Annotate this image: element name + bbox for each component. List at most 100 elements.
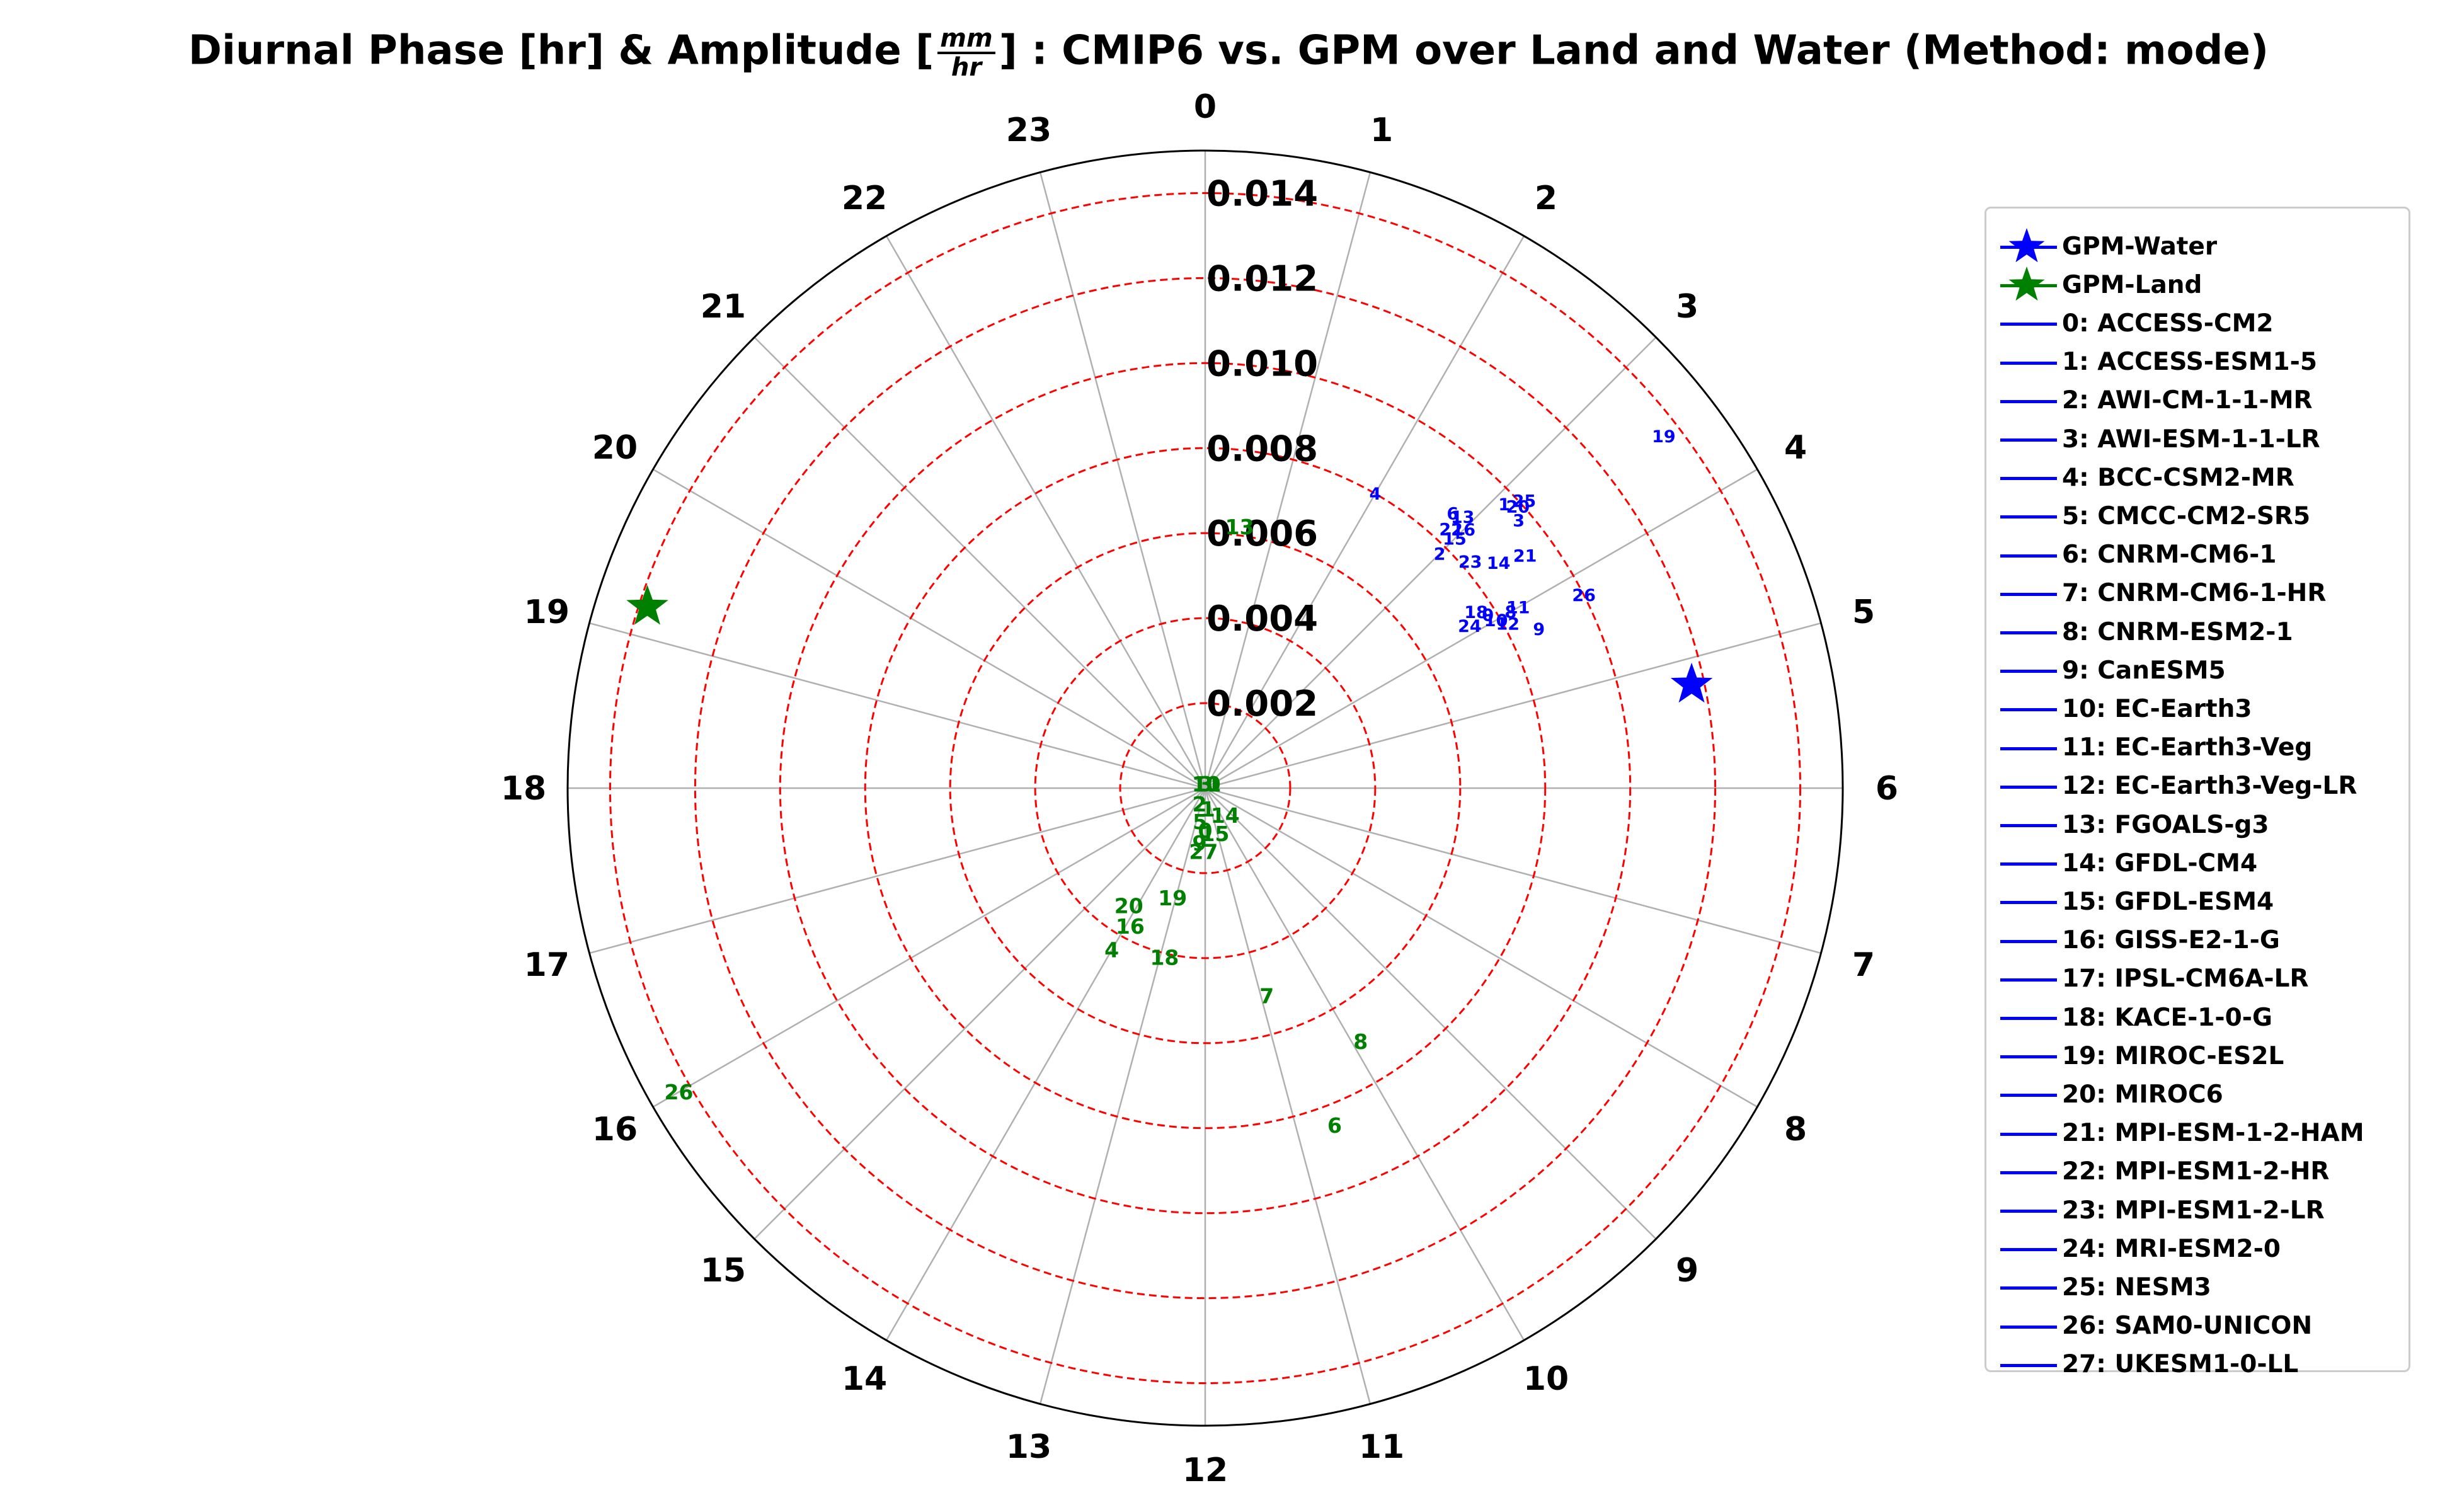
legend-line-icon	[1986, 459, 2062, 496]
hour-tick-10: 10	[1523, 1360, 1569, 1398]
amplitude-tick-0.010: 0.010	[1206, 343, 1318, 384]
hour-tick-7: 7	[1852, 946, 1875, 984]
amplitude-ring-0.012	[694, 277, 1717, 1300]
legend-line-icon	[1986, 1075, 2062, 1113]
amplitude-tick-0.006: 0.006	[1206, 513, 1318, 554]
hour-tick-15: 15	[701, 1252, 746, 1290]
legend-entry: GPM-Land	[1986, 266, 2202, 304]
legend-entry: 0: ACCESS-CM2	[1986, 304, 2274, 342]
hour-tick-18: 18	[501, 770, 546, 808]
legend-line-icon	[1986, 1346, 2062, 1383]
land-model-label-10: 10	[1192, 772, 1221, 796]
amplitude-ring-0.010	[779, 362, 1632, 1215]
legend-entry: 16: GISS-E2-1-G	[1986, 922, 2280, 959]
legend-entry: 5: CMCC-CM2-SR5	[1986, 497, 2310, 535]
land-model-label-26: 26	[665, 1080, 694, 1104]
legend-line-icon	[1986, 497, 2062, 535]
water-model-label-18: 18	[1464, 603, 1488, 622]
water-model-label-10: 10	[1484, 611, 1508, 631]
chart-title: Diurnal Phase [hr] & Amplitude [mm hr] : …	[0, 25, 2457, 81]
legend-entry: 12: EC-Earth3-Veg-LR	[1986, 767, 2357, 805]
hour-tick-6: 6	[1876, 770, 1898, 808]
legend-line-icon	[1986, 1037, 2062, 1075]
legend-line-icon	[1986, 651, 2062, 689]
legend-line-icon	[1986, 844, 2062, 882]
legend-entry: 10: EC-Earth3	[1986, 690, 2252, 728]
water-model-label-3: 3	[1513, 511, 1525, 530]
water-model-label-16: 16	[1452, 520, 1475, 540]
land-model-label-20: 20	[1114, 893, 1143, 918]
legend-label: 17: IPSL-CM6A-LR	[2062, 965, 2309, 994]
legend-star-icon	[1986, 227, 2062, 265]
legend-entry: 7: CNRM-CM6-1-HR	[1986, 575, 2326, 612]
legend-entry: 14: GFDL-CM4	[1986, 844, 2257, 882]
spoke-7	[1205, 787, 1821, 954]
spoke-3	[1205, 336, 1657, 789]
legend-entry: 6: CNRM-CM6-1	[1986, 536, 2277, 574]
legend-entry: 11: EC-Earth3-Veg	[1986, 729, 2312, 767]
legend-label: 23: MPI-ESM1-2-LR	[2062, 1196, 2325, 1225]
water-model-label-13: 13	[1451, 508, 1475, 527]
hour-tick-1: 1	[1370, 112, 1393, 149]
legend-label: 20: MIROC6	[2062, 1080, 2223, 1109]
land-model-label-9: 9	[1192, 831, 1206, 856]
spoke-23	[1039, 172, 1206, 789]
spoke-13	[1039, 788, 1206, 1404]
legend-line-icon	[1986, 729, 2062, 767]
legend-label: 3: AWI-ESM-1-1-LR	[2062, 425, 2320, 454]
legend: GPM-Water GPM-Land 0: ACCESS-CM2 1: ACCESS-…	[1984, 207, 2410, 1378]
title-prefix: Diurnal Phase [hr] & Amplitude [	[188, 27, 934, 74]
legend-label: 9: CanESM5	[2062, 656, 2226, 685]
legend-line-icon	[1986, 1307, 2062, 1345]
legend-label: 21: MPI-ESM-1-2-HAM	[2062, 1119, 2364, 1148]
legend-entry: 9: CanESM5	[1986, 651, 2226, 689]
legend-entry: 3: AWI-ESM-1-1-LR	[1986, 420, 2320, 458]
legend-entry: 20: MIROC6	[1986, 1075, 2223, 1113]
amplitude-ring-0.008	[864, 447, 1547, 1130]
legend-star-icon	[1986, 266, 2062, 304]
title-unit-denominator: hr	[951, 53, 982, 82]
spoke-11	[1204, 788, 1372, 1404]
legend-entry: 8: CNRM-ESM2-1	[1986, 613, 2293, 651]
spoke-5	[1205, 622, 1821, 789]
title-unit-fraction: mm hr	[937, 25, 995, 81]
spoke-16	[652, 787, 1206, 1108]
amplitude-ring-0.006	[949, 532, 1462, 1045]
legend-label: 19: MIROC-ES2L	[2062, 1041, 2284, 1070]
hour-tick-22: 22	[842, 180, 887, 217]
hour-tick-9: 9	[1676, 1252, 1698, 1290]
hour-tick-19: 19	[524, 593, 570, 631]
legend-label: 8: CNRM-ESM2-1	[2062, 617, 2293, 646]
water-model-label-11: 11	[1506, 598, 1530, 618]
water-model-label-4: 4	[1369, 484, 1381, 504]
spoke-20	[652, 468, 1206, 789]
amplitude-tick-0.012: 0.012	[1206, 258, 1318, 299]
legend-line-icon	[1986, 382, 2062, 420]
legend-line-icon	[1986, 420, 2062, 458]
legend-entry: 22: MPI-ESM1-2-HR	[1986, 1153, 2329, 1191]
amplitude-ring-0.014	[609, 192, 1802, 1385]
land-model-label-0: 0	[1198, 818, 1213, 843]
water-model-label-15: 15	[1443, 529, 1467, 549]
land-model-label-16: 16	[1116, 914, 1145, 939]
legend-label: 7: CNRM-CM6-1-HR	[2062, 579, 2327, 608]
water-model-label-0: 0	[1482, 605, 1494, 625]
water-model-label-2: 2	[1434, 544, 1446, 564]
legend-label: 13: FGOALS-g3	[2062, 810, 2269, 839]
legend-line-icon	[1986, 575, 2062, 612]
spoke-15	[753, 788, 1206, 1240]
water-model-label-21: 21	[1513, 547, 1537, 566]
hour-tick-5: 5	[1852, 593, 1875, 631]
water-model-label-24: 24	[1458, 617, 1482, 636]
land-model-label-13: 13	[1225, 515, 1254, 539]
legend-line-icon	[1986, 343, 2062, 381]
spoke-14	[885, 788, 1206, 1341]
legend-label: 4: BCC-CSM2-MR	[2062, 463, 2294, 492]
spoke-4	[1205, 468, 1758, 789]
legend-line-icon	[1986, 1268, 2062, 1306]
polar-frame	[566, 149, 1844, 1427]
spoke-21	[753, 336, 1206, 789]
